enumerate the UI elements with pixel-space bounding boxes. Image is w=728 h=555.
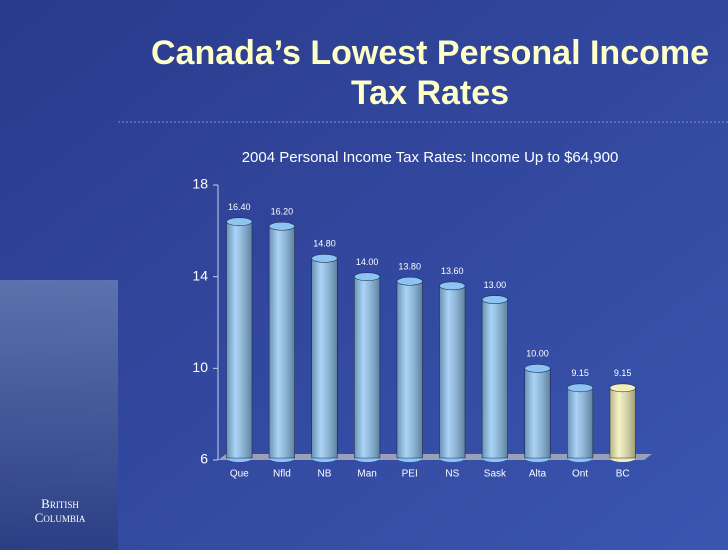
logo-text: British Columbia (35, 496, 86, 525)
bar-shade (609, 387, 636, 458)
bar-top (354, 272, 381, 281)
x-tick-label: Que (230, 469, 249, 480)
bar-top (439, 281, 466, 291)
bar-shade (396, 281, 423, 458)
value-label: 9.15 (614, 368, 632, 378)
bar-top (567, 383, 594, 393)
bar-shade (524, 368, 551, 458)
x-tick-label: BC (616, 469, 630, 480)
bar-shade (482, 299, 508, 458)
value-label: 16.20 (271, 207, 294, 217)
x-tick-label: Nfld (273, 469, 291, 480)
side-image (0, 280, 118, 550)
bar-top (524, 364, 551, 373)
bar-top (226, 217, 253, 226)
y-tick-label: 10 (192, 359, 208, 375)
chart-subtitle: 2004 Personal Income Tax Rates: Income U… (242, 149, 619, 166)
bar-top (609, 383, 636, 393)
bar-top (311, 254, 338, 263)
bar-shade (567, 387, 593, 458)
value-label: 14.00 (356, 257, 379, 267)
y-tick-label: 14 (192, 267, 208, 283)
bar-top (481, 295, 508, 304)
value-label: 16.40 (228, 202, 251, 212)
bar-shade (354, 276, 380, 458)
x-tick-label: PEI (402, 469, 418, 480)
value-label: 13.80 (398, 262, 421, 272)
x-tick-label: NS (445, 469, 459, 480)
value-label: 9.15 (571, 368, 589, 378)
bar-shade (311, 258, 338, 458)
chart-title: Canada’s Lowest Personal Income Tax Rates (151, 34, 709, 112)
x-tick-label: Ont (572, 469, 588, 480)
bar-top (396, 276, 423, 286)
bar-top (268, 221, 295, 231)
value-label: 13.60 (441, 266, 464, 276)
bar-shade (269, 226, 295, 458)
bar-shade (226, 221, 253, 458)
x-tick-label: Man (357, 469, 376, 480)
value-label: 10.00 (526, 349, 549, 359)
bar-shade (439, 285, 466, 458)
x-tick-label: Sask (484, 469, 507, 480)
plot: 6 10 14 18 Que 16.40 Nfld 16.20 NB 14.80 Man 14.00 P… (192, 176, 652, 480)
value-label: 13.00 (484, 280, 507, 290)
x-tick-label: Alta (529, 469, 547, 480)
value-label: 14.80 (313, 239, 336, 249)
y-tick-label: 18 (192, 176, 208, 192)
y-tick-label: 6 (200, 451, 208, 467)
x-tick-label: NB (318, 469, 332, 480)
